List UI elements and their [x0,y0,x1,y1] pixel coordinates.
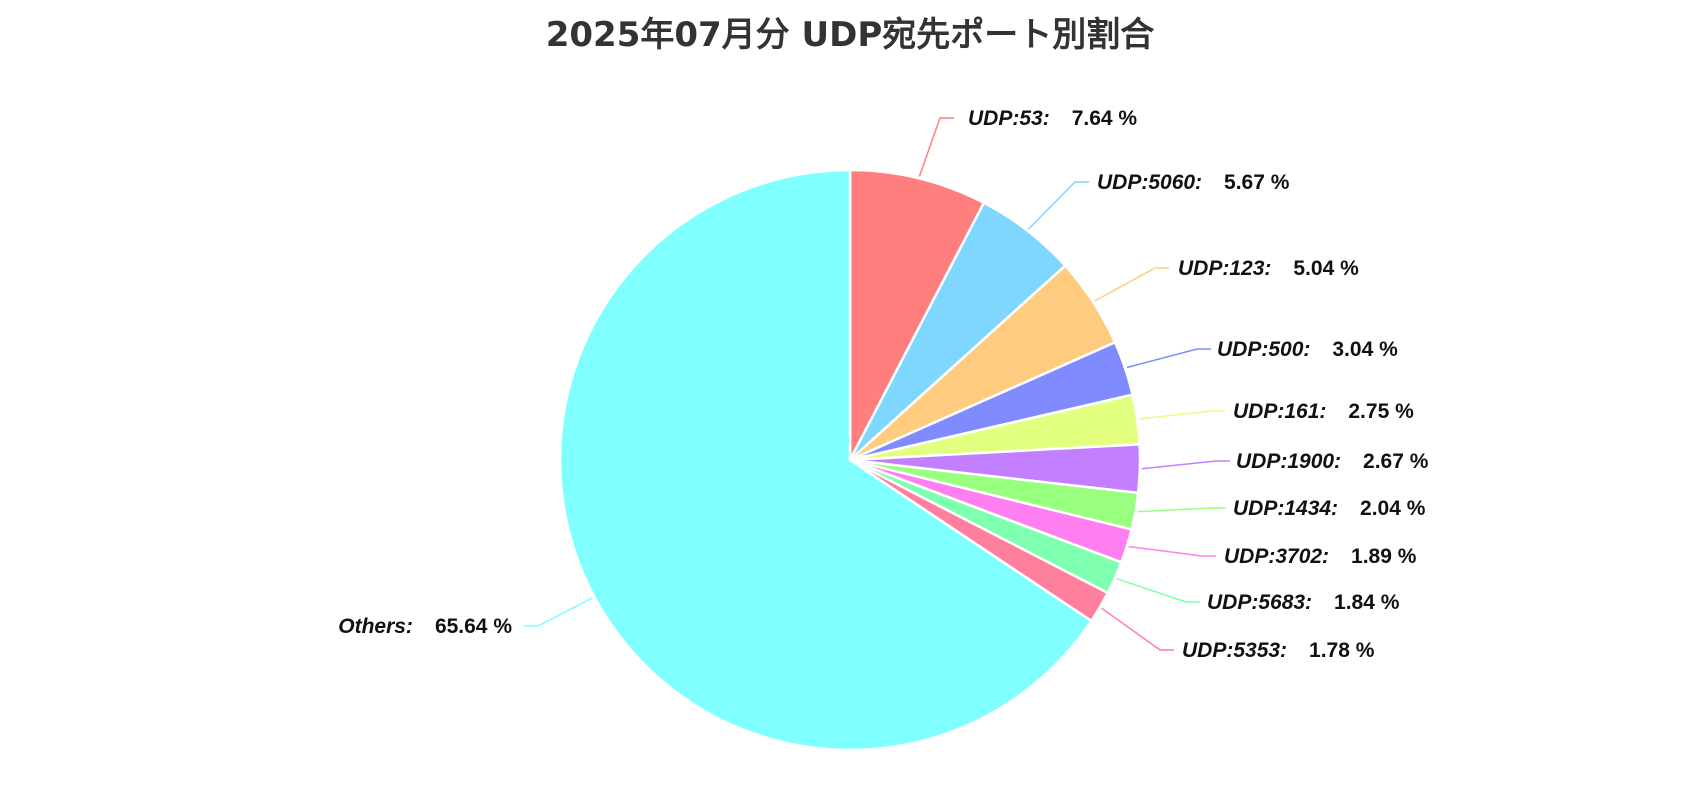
slice-label-others: Others: 65.64 % [338,615,512,638]
slice-label-value: 3.04 % [1332,338,1398,361]
slice-label-name: UDP:123: [1178,257,1271,280]
slice-label-value: 2.67 % [1363,450,1429,473]
slice-label-udp-500: UDP:500: 3.04 % [1217,338,1398,361]
leader-line-udp-3702 [1128,545,1216,557]
slice-label-udp-5060: UDP:5060: 5.67 % [1097,171,1290,194]
leader-line-udp-53 [918,117,954,177]
leader-line-udp-123 [1094,267,1169,302]
slice-label-name: UDP:3702: [1224,545,1329,568]
slice-label-udp-3702: UDP:3702: 1.89 % [1224,545,1417,568]
slice-udp-53 [848,168,986,462]
leader-line-others [524,597,593,627]
slice-label-value: 2.75 % [1348,400,1414,423]
slice-label-name: UDP:1434: [1233,497,1338,520]
slice-label-name: UDP:5353: [1182,639,1287,662]
leader-line-udp-5683 [1116,577,1200,603]
slice-label-name: UDP:500: [1217,338,1310,361]
slice-label-udp-5683: UDP:5683: 1.84 % [1207,591,1400,614]
slice-label-value: 1.84 % [1334,591,1400,614]
leader-line-udp-5060 [1028,181,1089,230]
slice-others [558,168,1093,752]
slice-label-udp-5353: UDP:5353: 1.78 % [1182,639,1375,662]
slice-label-value: 5.04 % [1293,257,1359,280]
slice-label-udp-53: UDP:53: 7.64 % [968,107,1137,130]
slice-label-udp-1434: UDP:1434: 2.04 % [1233,497,1426,520]
chart-title: 2025年07月分 UDP宛先ポート別割合 [546,15,1155,55]
pie-labels: UDP:53: 7.64 % UDP:5060: 5.67 % UDP:123: 5.04… [338,107,1429,662]
slice-label-udp-1900: UDP:1900: 2.67 % [1236,450,1429,473]
slice-label-value: 1.78 % [1309,639,1375,662]
slice-label-value: 1.89 % [1351,545,1417,568]
slice-label-name: UDP:53: [968,107,1050,130]
slice-label-udp-161: UDP:161: 2.75 % [1233,400,1414,423]
slice-label-value: 5.67 % [1224,171,1290,194]
slice-label-name: UDP:5060: [1097,171,1202,194]
leader-line-udp-1900 [1141,460,1230,470]
leader-line-udp-5353 [1101,607,1174,651]
slice-label-udp-123: UDP:123: 5.04 % [1178,257,1359,280]
slice-label-name: UDP:1900: [1236,450,1341,473]
slice-label-name: Others: [338,615,413,638]
pie-slices [558,168,1142,752]
slice-label-value: 65.64 % [435,615,512,638]
slice-label-value: 2.04 % [1360,497,1426,520]
leader-line-udp-161 [1139,410,1225,420]
leader-line-udp-500 [1126,348,1211,369]
slice-label-value: 7.64 % [1072,107,1138,130]
slice-label-name: UDP:161: [1233,400,1326,423]
slice-label-name: UDP:5683: [1207,591,1312,614]
leader-line-udp-1434 [1137,507,1226,513]
